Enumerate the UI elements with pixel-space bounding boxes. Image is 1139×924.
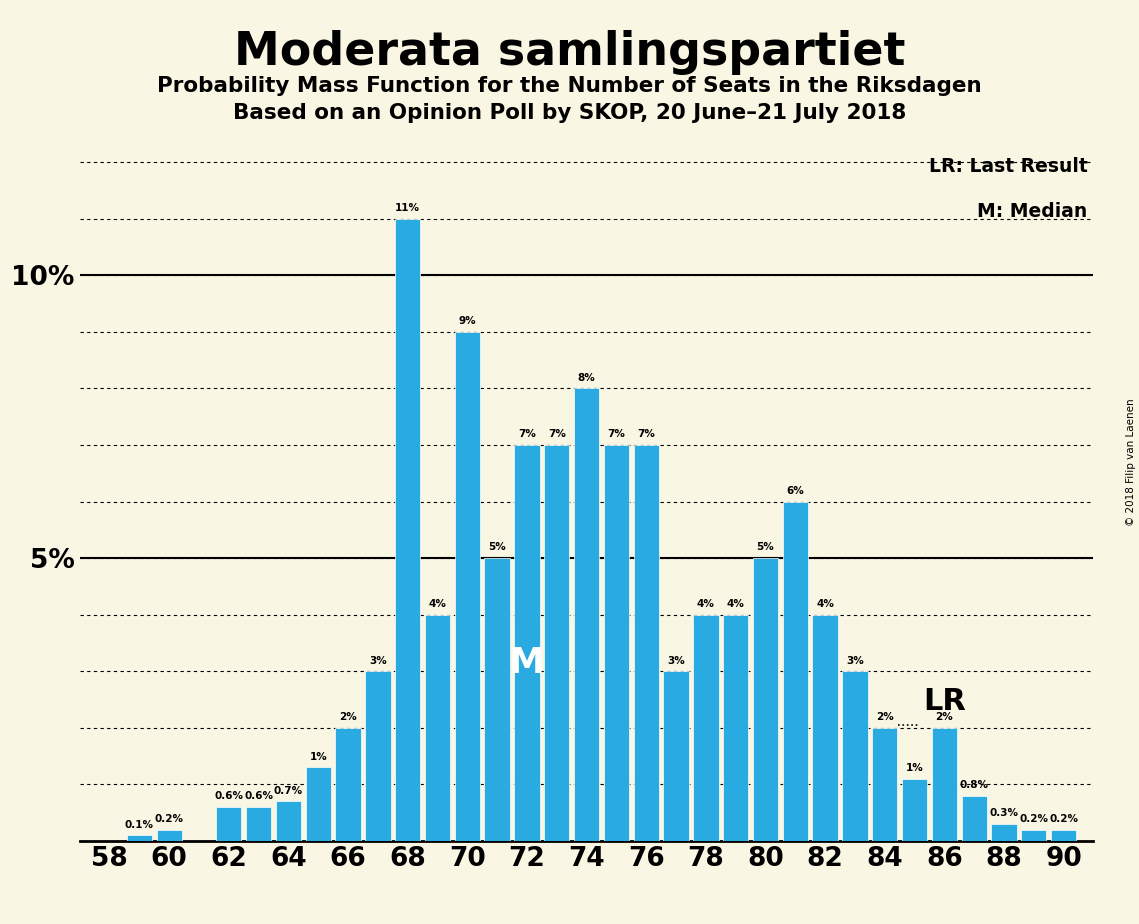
- Bar: [812, 614, 838, 841]
- Text: 0.2%: 0.2%: [155, 814, 183, 824]
- Text: 4%: 4%: [817, 599, 834, 609]
- Text: 2%: 2%: [339, 712, 357, 722]
- Text: 4%: 4%: [697, 599, 715, 609]
- Bar: [902, 779, 927, 841]
- Bar: [335, 728, 361, 841]
- Bar: [395, 219, 420, 841]
- Text: M: Median: M: Median: [977, 201, 1088, 221]
- Text: M: M: [509, 646, 544, 680]
- Text: 1%: 1%: [906, 763, 924, 773]
- Text: 1%: 1%: [310, 751, 327, 761]
- Text: 7%: 7%: [607, 430, 625, 439]
- Bar: [694, 614, 719, 841]
- Bar: [1051, 830, 1076, 841]
- Text: 5%: 5%: [489, 542, 506, 553]
- Text: Probability Mass Function for the Number of Seats in the Riksdagen: Probability Mass Function for the Number…: [157, 76, 982, 96]
- Bar: [574, 388, 599, 841]
- Bar: [723, 614, 748, 841]
- Bar: [753, 558, 778, 841]
- Bar: [126, 835, 151, 841]
- Text: 9%: 9%: [459, 316, 476, 326]
- Text: 3%: 3%: [369, 655, 387, 665]
- Text: Moderata samlingspartiet: Moderata samlingspartiet: [233, 30, 906, 75]
- Text: 7%: 7%: [548, 430, 566, 439]
- Bar: [633, 445, 658, 841]
- Text: LR: Last Result: LR: Last Result: [928, 156, 1088, 176]
- Text: 2%: 2%: [876, 712, 894, 722]
- Text: 4%: 4%: [727, 599, 745, 609]
- Text: 4%: 4%: [428, 599, 446, 609]
- Bar: [515, 445, 540, 841]
- Bar: [872, 728, 898, 841]
- Bar: [604, 445, 629, 841]
- Bar: [156, 830, 182, 841]
- Text: 0.1%: 0.1%: [125, 820, 154, 830]
- Text: 0.2%: 0.2%: [1049, 814, 1079, 824]
- Text: 0.7%: 0.7%: [273, 785, 303, 796]
- Text: 5%: 5%: [756, 542, 775, 553]
- Text: 0.6%: 0.6%: [244, 791, 273, 801]
- Text: LR: LR: [924, 687, 966, 716]
- Text: 6%: 6%: [786, 486, 804, 496]
- Bar: [484, 558, 510, 841]
- Bar: [216, 807, 241, 841]
- Text: 0.6%: 0.6%: [214, 791, 244, 801]
- Bar: [544, 445, 570, 841]
- Bar: [305, 767, 331, 841]
- Text: 2%: 2%: [935, 712, 953, 722]
- Text: 7%: 7%: [518, 430, 535, 439]
- Text: 8%: 8%: [577, 372, 596, 383]
- Bar: [782, 502, 808, 841]
- Bar: [454, 332, 480, 841]
- Text: 0.8%: 0.8%: [960, 780, 989, 790]
- Text: 3%: 3%: [846, 655, 863, 665]
- Text: 0.2%: 0.2%: [1019, 814, 1048, 824]
- Text: 7%: 7%: [638, 430, 655, 439]
- Bar: [1022, 830, 1047, 841]
- Bar: [246, 807, 271, 841]
- Bar: [366, 671, 391, 841]
- Text: © 2018 Filip van Laenen: © 2018 Filip van Laenen: [1126, 398, 1136, 526]
- Text: 0.3%: 0.3%: [990, 808, 1018, 819]
- Text: 3%: 3%: [667, 655, 685, 665]
- Bar: [276, 801, 301, 841]
- Text: Based on an Opinion Poll by SKOP, 20 June–21 July 2018: Based on an Opinion Poll by SKOP, 20 Jun…: [232, 103, 907, 124]
- Bar: [932, 728, 957, 841]
- Bar: [842, 671, 868, 841]
- Bar: [961, 796, 986, 841]
- Bar: [425, 614, 450, 841]
- Text: 11%: 11%: [395, 203, 420, 213]
- Bar: [663, 671, 689, 841]
- Bar: [991, 824, 1017, 841]
